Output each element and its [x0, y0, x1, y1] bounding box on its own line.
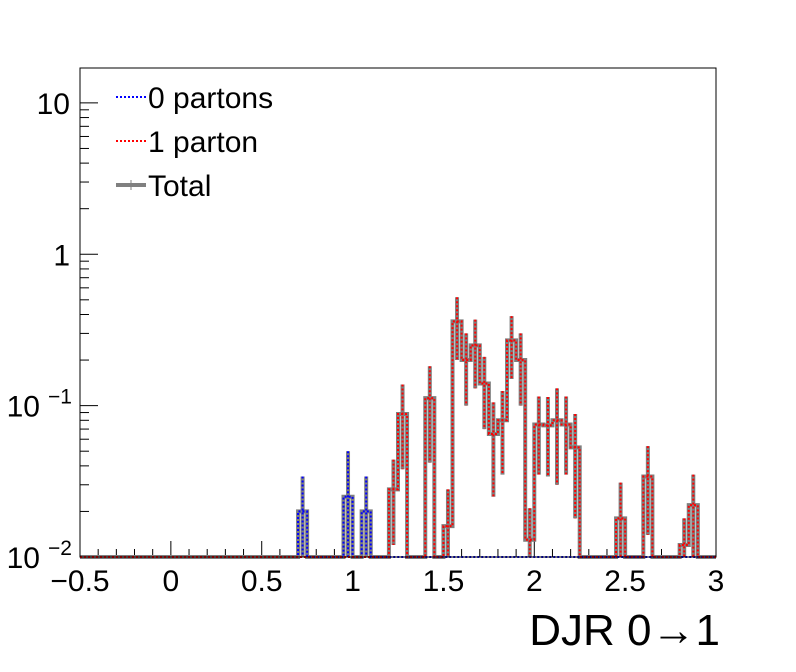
y-tick-label: 10 −2: [7, 537, 72, 575]
x-tick-label: 2.5: [604, 565, 646, 598]
y-tick-label: 10 −1: [7, 386, 72, 424]
y-tick-label: 1: [53, 239, 70, 272]
legend-label: Total: [148, 170, 211, 203]
x-tick-label: 1: [344, 565, 361, 598]
x-tick-label: 0: [163, 565, 180, 598]
legend-entry: Total: [116, 170, 211, 203]
x-tick-label: −0.5: [50, 565, 109, 598]
plot-frame-rect: [79, 67, 717, 558]
series-layer: [80, 297, 716, 559]
legend-entry: 0 partons: [116, 82, 273, 115]
y-tick-base: 10: [7, 542, 40, 575]
y-tick-exponent: −2: [48, 537, 72, 560]
y-tick-label: 10: [37, 88, 70, 121]
legend-entry: 1 parton: [116, 126, 258, 159]
x-tick-label: 1.5: [423, 565, 465, 598]
legend-label: 0 partons: [148, 82, 273, 115]
plot-frame: [79, 67, 717, 558]
y-tick-base: 10: [7, 391, 40, 424]
x-tick-label: 2: [526, 565, 543, 598]
legend: 0 partons 1 parton Total: [116, 82, 273, 203]
y-tick-base: 10: [37, 88, 70, 121]
legend-label: 1 parton: [148, 126, 258, 159]
y-tick-base: 1: [53, 239, 70, 272]
x-tick-label: 3: [708, 565, 725, 598]
axis-layer: −0.5 0 0.5 1 1.5 2 2.5 3 10 −2 10 −1 1 10: [7, 88, 725, 598]
x-axis-title: DJR 0→1: [529, 606, 720, 655]
y-tick-exponent: −1: [48, 386, 72, 409]
x-tick-label: 0.5: [241, 565, 283, 598]
